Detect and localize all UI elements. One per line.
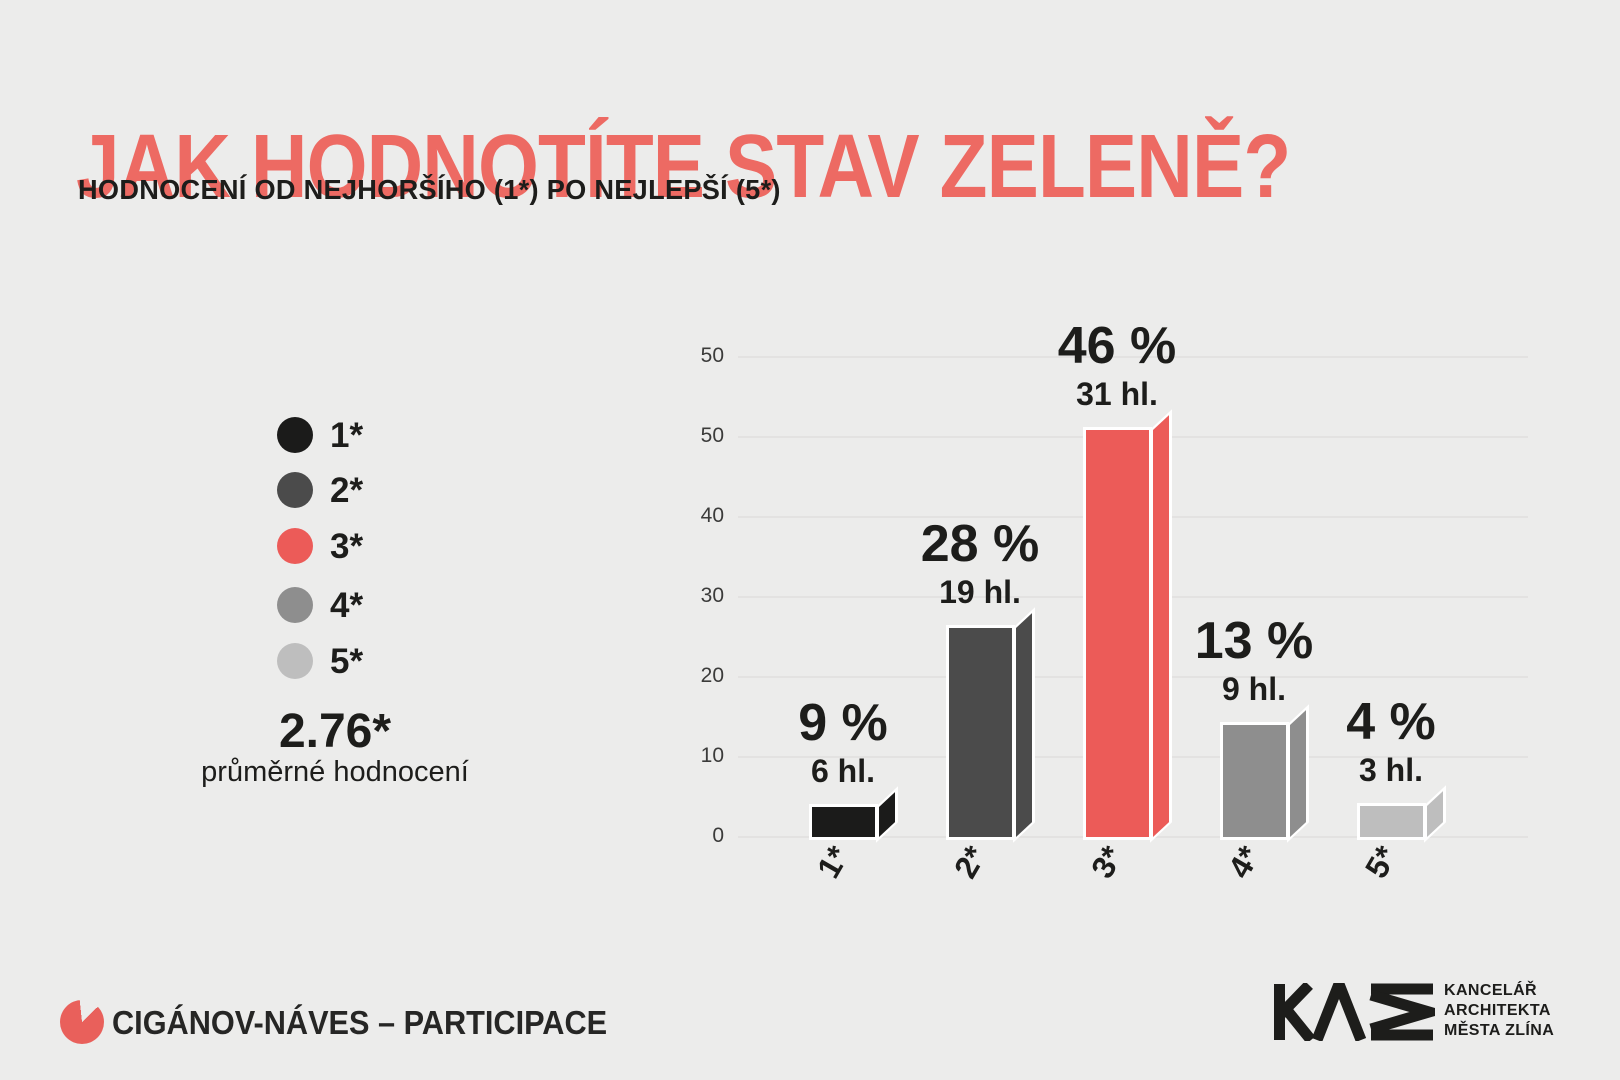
kam-logo-line1: KANCELÁŘ (1444, 982, 1537, 999)
legend-label-4star: 4* (330, 586, 364, 625)
legend-dot-3star (277, 528, 313, 564)
bar-labels-2star: 28 % 19 hl. (870, 518, 1090, 610)
y-axis-tick: 50 (700, 344, 724, 367)
legend-dot-2star (277, 472, 313, 508)
bar-5star-side (1427, 791, 1443, 837)
legend-label-5star: 5* (330, 642, 364, 681)
bar-labels-3star: 46 % 31 hl. (1007, 320, 1227, 412)
legend-label-1star: 1* (330, 416, 364, 455)
bar-votes-2star: 19 hl. (939, 574, 1021, 611)
legend-dot-4star (277, 587, 313, 623)
bar-4star (1223, 725, 1286, 837)
kam-logo-line3: MĚSTA ZLÍNA (1444, 1022, 1555, 1039)
y-axis-tick: 40 (700, 504, 724, 527)
page-subtitle: HODNOCENÍ OD NEJHORŠÍHO (1*) PO NEJLEPŠÍ… (78, 174, 781, 205)
kam-logo-line2: ARCHITEKTA (1444, 1002, 1551, 1019)
legend-dot-5star (277, 643, 313, 679)
average-rating-value: 2.76* (278, 705, 392, 758)
bar-percent-2star: 28 % (920, 515, 1040, 574)
legend-dot-1star (277, 417, 313, 453)
y-axis-tick: 30 (700, 584, 724, 607)
bar-votes-1star: 6 hl. (810, 753, 875, 790)
pie-chart-icon (60, 1000, 104, 1044)
bar-votes-5star: 3 hl. (1358, 752, 1423, 789)
bar-2star-side (1016, 613, 1032, 837)
y-axis-tick: 0 (712, 824, 724, 847)
bar-1star-side (879, 792, 895, 837)
bar-5star (1360, 806, 1423, 837)
page-title: JAK HODNOTÍTE STAV ZELENĚ? (76, 117, 1291, 218)
bar-2star (949, 628, 1012, 837)
project-label: CIGÁNOV-NÁVES – PARTICIPACE (112, 1004, 608, 1041)
y-axis-tick: 20 (700, 664, 724, 687)
bar-3star (1086, 430, 1149, 837)
legend-label-3star: 3* (330, 527, 364, 566)
legend-label-2star: 2* (330, 471, 364, 510)
bar-percent-4star: 13 % (1194, 612, 1314, 671)
bar-labels-5star: 4 % 3 hl. (1281, 696, 1501, 788)
gridline (738, 356, 1528, 358)
gridline-baseline (738, 836, 1528, 838)
bar-percent-5star: 4 % (1346, 693, 1436, 752)
bar-labels-1star: 9 % 6 hl. (733, 697, 953, 789)
bar-votes-3star: 31 hl. (1076, 376, 1158, 413)
kam-logo-text: KANCELÁŘ ARCHITEKTA MĚSTA ZLÍNA (1444, 981, 1554, 1041)
kam-logo-icon (1274, 983, 1435, 1041)
bar-percent-1star: 9 % (798, 694, 888, 753)
bar-percent-3star: 46 % (1057, 317, 1177, 376)
bar-labels-4star: 13 % 9 hl. (1144, 615, 1364, 707)
bar-votes-4star: 9 hl. (1221, 671, 1286, 708)
y-axis-tick: 10 (700, 744, 724, 767)
average-rating-label: průměrné hodnocení (201, 756, 469, 788)
y-axis-tick: 50 (700, 424, 724, 447)
bar-1star (812, 807, 875, 837)
